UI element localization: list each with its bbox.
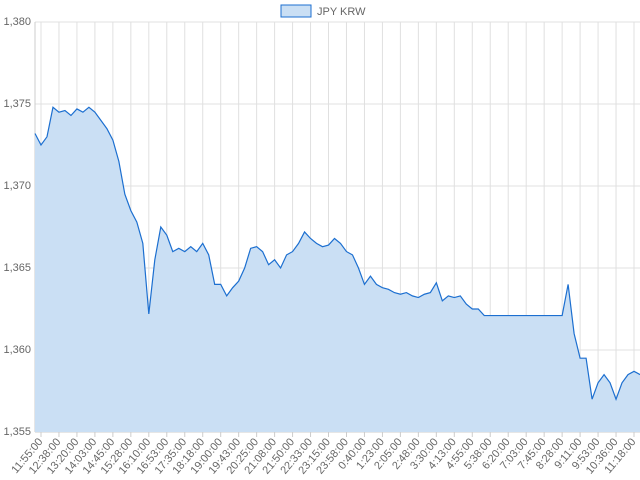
y-tick-label: 1,365 bbox=[3, 262, 31, 274]
y-tick-label: 1,370 bbox=[3, 180, 31, 192]
y-tick-label: 1,380 bbox=[3, 16, 31, 28]
legend-swatch bbox=[280, 4, 312, 18]
y-tick-label: 1,355 bbox=[3, 426, 31, 438]
y-tick-label: 1,360 bbox=[3, 344, 31, 356]
y-tick-label: 1,375 bbox=[3, 98, 31, 110]
legend-label: JPY KRW bbox=[317, 6, 366, 18]
area bbox=[35, 107, 640, 432]
line bbox=[34, 106, 640, 401]
